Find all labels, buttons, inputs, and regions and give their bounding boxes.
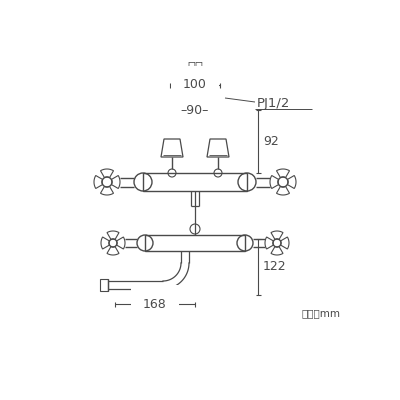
Bar <box>143 173 247 191</box>
Text: 122: 122 <box>263 260 287 274</box>
Text: PJ1/2: PJ1/2 <box>257 98 290 110</box>
Text: 100: 100 <box>183 78 207 92</box>
Text: 92: 92 <box>263 135 279 148</box>
Bar <box>100 279 108 291</box>
Text: 最大: 最大 <box>187 61 203 74</box>
Bar <box>145 235 245 251</box>
Text: –90–: –90– <box>181 104 209 116</box>
Text: 168: 168 <box>143 298 167 310</box>
Text: 単位：mm: 単位：mm <box>301 308 340 318</box>
